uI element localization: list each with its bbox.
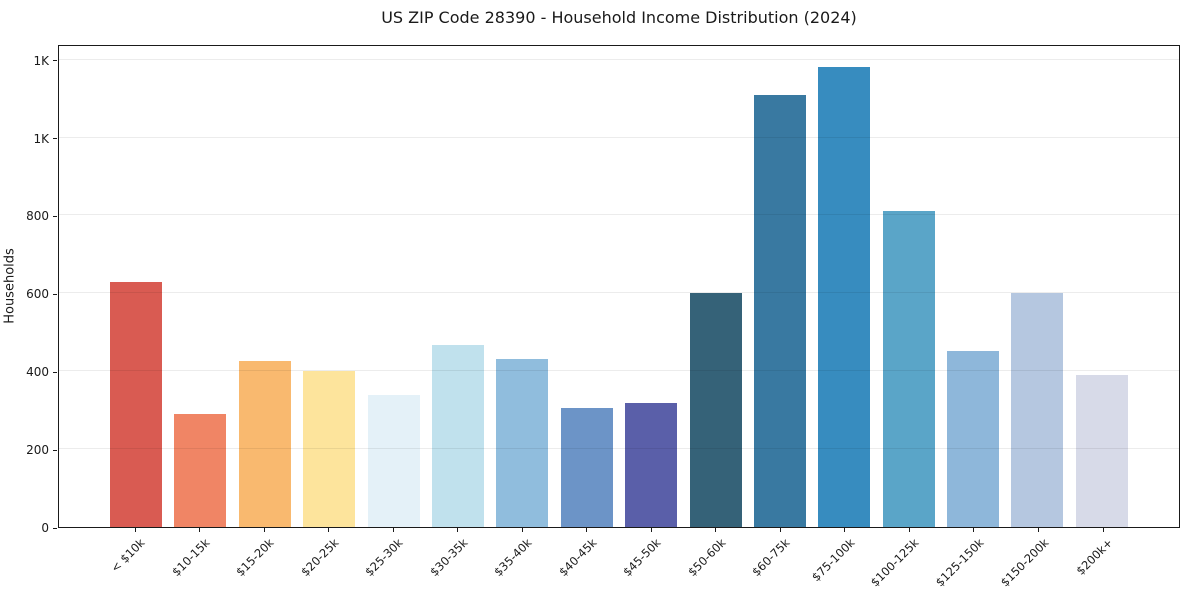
y-tick-label: 1K xyxy=(33,131,49,146)
x-tick-mark xyxy=(263,528,265,532)
bar xyxy=(1075,375,1128,527)
bar xyxy=(174,414,227,527)
x-tick-mark xyxy=(586,528,588,532)
x-tick-label: $30-35k xyxy=(426,535,471,580)
y-tick-mark xyxy=(53,60,57,62)
x-tick-mark xyxy=(392,528,394,532)
y-tick-label: 0 xyxy=(41,521,49,535)
x-tick-label: $45-50k xyxy=(620,535,664,580)
x-tick-mark xyxy=(134,528,136,532)
bar xyxy=(431,345,484,527)
x-tick-label: $100-125k xyxy=(868,535,922,590)
bar xyxy=(947,350,1000,527)
y-tick-label: 400 xyxy=(26,365,49,380)
bar xyxy=(560,407,613,527)
chart-title: US ZIP Code 28390 - Household Income Dis… xyxy=(381,8,857,27)
bar xyxy=(689,292,742,527)
x-tick-label: $10-15k xyxy=(168,535,212,580)
x-tick-label: $125-150k xyxy=(932,535,987,590)
bar xyxy=(238,360,291,527)
bar xyxy=(110,281,162,527)
x-tick-label: $60-75k xyxy=(749,535,793,580)
y-tick-mark xyxy=(53,293,57,295)
y-tick-label: 600 xyxy=(26,287,49,302)
x-tick-label: < $10k xyxy=(107,535,148,576)
y-tick-label: 200 xyxy=(26,443,49,458)
x-tick-label: $50-60k xyxy=(684,535,729,580)
y-tick-mark xyxy=(53,449,57,451)
x-tick-label: $75-100k xyxy=(808,535,858,585)
bar xyxy=(625,403,678,527)
bar xyxy=(367,395,420,527)
x-tick-mark xyxy=(521,528,523,532)
gridline xyxy=(59,448,1179,450)
x-tick-label: $25-30k xyxy=(362,535,406,580)
bar xyxy=(496,359,549,527)
x-tick-label: $20-25k xyxy=(297,535,342,580)
x-tick-label: $40-45k xyxy=(555,535,600,580)
x-tick-label: $35-40k xyxy=(491,535,535,580)
x-tick-mark xyxy=(328,528,330,532)
x-tick-mark xyxy=(973,528,975,532)
bars-container xyxy=(110,46,1128,527)
y-tick-mark xyxy=(53,527,57,529)
plot-area xyxy=(58,45,1180,528)
bar xyxy=(753,94,806,527)
y-tick-label: 1K xyxy=(33,53,49,68)
bar xyxy=(303,371,356,527)
y-tick-mark xyxy=(53,215,57,217)
x-tick-mark xyxy=(1102,528,1104,532)
gridline xyxy=(59,292,1179,294)
bar xyxy=(1011,292,1064,527)
bar xyxy=(882,210,935,527)
y-tick-mark xyxy=(53,371,57,373)
x-tick-mark xyxy=(715,528,717,532)
y-tick-label: 800 xyxy=(26,209,49,224)
x-tick-mark xyxy=(779,528,781,532)
gridline xyxy=(59,136,1179,138)
x-tick-label: $150-200k xyxy=(997,535,1051,590)
y-tick-mark xyxy=(53,138,57,139)
x-tick-mark xyxy=(650,528,652,532)
x-tick-mark xyxy=(199,528,200,532)
y-axis-label: Households xyxy=(2,248,18,324)
gridline xyxy=(59,370,1179,372)
x-tick-mark xyxy=(844,528,846,532)
x-tick-label: $200k+ xyxy=(1073,535,1116,578)
gridline xyxy=(59,58,1179,60)
x-tick-mark xyxy=(908,528,910,532)
x-tick-mark xyxy=(457,528,459,532)
x-tick-mark xyxy=(1038,528,1039,532)
gridline xyxy=(59,214,1179,216)
x-tick-label: $15-20k xyxy=(233,535,277,580)
bar xyxy=(818,67,871,527)
